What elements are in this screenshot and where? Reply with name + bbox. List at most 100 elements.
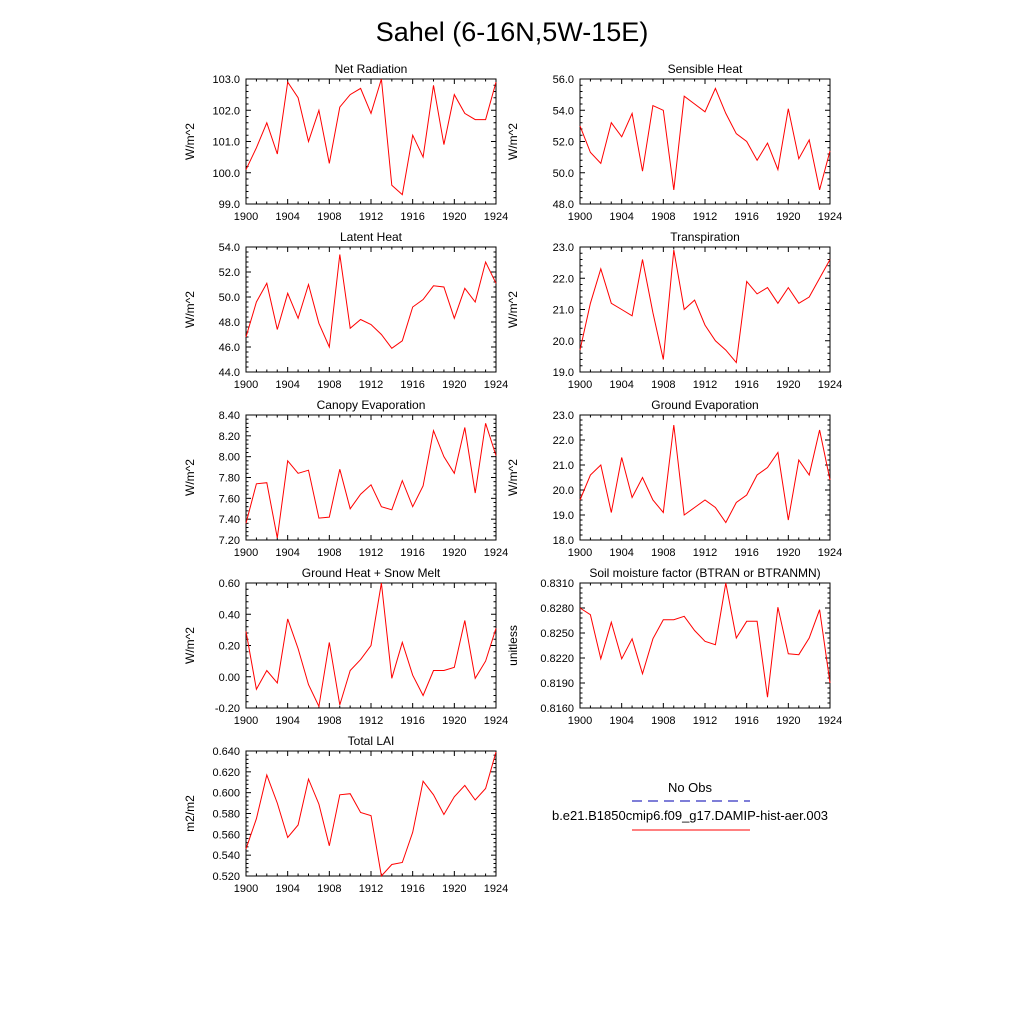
x-tick-label: 1900 — [568, 211, 592, 223]
x-tick-label: 1920 — [776, 715, 800, 727]
y-tick-label: 0.40 — [219, 609, 240, 621]
figure-title: Sahel (6-16N,5W-15E) — [376, 17, 649, 47]
series-line — [245, 751, 497, 878]
y-tick-label: 0.520 — [212, 871, 240, 883]
x-tick-label: 1908 — [317, 547, 341, 559]
legend: No Obs b.e21.B1850cmip6.f09_g17.DAMIP-hi… — [552, 780, 828, 831]
x-tick-label: 1924 — [484, 211, 508, 223]
x-tick-label: 1924 — [484, 715, 508, 727]
y-tick-label: 46.0 — [219, 342, 240, 354]
x-tick-label: 1916 — [400, 547, 424, 559]
y-tick-label: 22.0 — [553, 273, 574, 285]
panel-ground-evaporation: Ground Evaporation W/m^2 1900 1904 1908 1912 1… — [506, 398, 842, 559]
panel-latent-heat: Latent Heat W/m^2 1900 1904 1908 1912 1916 1920… — [183, 230, 508, 391]
y-tick-label: 19.0 — [553, 367, 574, 379]
y-tick-label: 100.0 — [212, 168, 240, 180]
x-tick-label: 1904 — [609, 547, 633, 559]
x-tick-label: 1912 — [693, 379, 717, 391]
y-tick-label: 50.0 — [219, 292, 240, 304]
panel-soil-moisture-factor-btran-or-btranmn: Soil moisture factor (BTRAN or BTRANMN) u… — [506, 566, 842, 727]
plot-frame — [245, 414, 497, 541]
y-axis-label: W/m^2 — [183, 123, 197, 160]
series-line — [245, 582, 497, 709]
y-axis-label: W/m^2 — [506, 291, 520, 328]
x-tick-label: 1924 — [484, 883, 508, 895]
y-tick-label: 8.00 — [219, 452, 240, 464]
x-tick-label: 1904 — [275, 883, 299, 895]
y-tick-label: 0.8280 — [540, 603, 574, 615]
x-tick-label: 1908 — [651, 379, 675, 391]
y-tick-label: 0.8250 — [540, 628, 574, 640]
x-tick-label: 1912 — [693, 715, 717, 727]
y-tick-label: 18.0 — [553, 535, 574, 547]
panel-title: Ground Heat + Snow Melt — [302, 566, 441, 580]
y-tick-label: 99.0 — [219, 199, 240, 211]
x-tick-label: 1908 — [651, 211, 675, 223]
plot-frame — [579, 246, 831, 373]
y-tick-label: 7.80 — [219, 473, 240, 485]
x-tick-label: 1904 — [609, 379, 633, 391]
y-tick-label: 0.600 — [212, 788, 240, 800]
y-tick-label: 44.0 — [219, 367, 240, 379]
x-tick-label: 1916 — [400, 715, 424, 727]
x-tick-label: 1916 — [400, 211, 424, 223]
panel-title: Latent Heat — [340, 230, 403, 244]
y-tick-label: 7.60 — [219, 493, 240, 505]
x-tick-label: 1912 — [693, 211, 717, 223]
x-tick-label: 1908 — [317, 715, 341, 727]
y-tick-label: 50.0 — [553, 168, 574, 180]
x-tick-label: 1920 — [442, 547, 466, 559]
x-tick-label: 1916 — [734, 379, 758, 391]
x-tick-label: 1916 — [400, 883, 424, 895]
x-tick-label: 1900 — [234, 883, 258, 895]
x-tick-label: 1920 — [442, 715, 466, 727]
y-tick-label: 7.20 — [219, 535, 240, 547]
y-tick-label: 48.0 — [219, 317, 240, 329]
x-tick-label: 1924 — [484, 547, 508, 559]
panel-title: Sensible Heat — [668, 62, 743, 76]
y-tick-label: 103.0 — [212, 74, 240, 86]
y-tick-label: 0.580 — [212, 809, 240, 821]
x-tick-label: 1920 — [442, 379, 466, 391]
y-axis-label: unitless — [506, 625, 520, 666]
legend-obs-label: No Obs — [668, 780, 713, 795]
x-tick-label: 1924 — [484, 379, 508, 391]
x-tick-label: 1900 — [234, 715, 258, 727]
y-tick-label: 52.0 — [219, 267, 240, 279]
y-tick-label: 101.0 — [212, 137, 240, 149]
x-tick-label: 1908 — [317, 883, 341, 895]
y-tick-label: 0.640 — [212, 746, 240, 758]
y-tick-label: 102.0 — [212, 105, 240, 117]
x-tick-label: 1916 — [400, 379, 424, 391]
y-tick-label: 20.0 — [553, 485, 574, 497]
y-tick-label: 22.0 — [553, 435, 574, 447]
x-tick-label: 1920 — [776, 547, 800, 559]
x-tick-label: 1924 — [818, 211, 842, 223]
y-tick-label: 0.8220 — [540, 653, 574, 665]
y-axis-label: W/m^2 — [506, 459, 520, 496]
y-tick-label: 0.00 — [219, 672, 240, 684]
plot-frame — [245, 78, 497, 205]
x-tick-label: 1916 — [734, 211, 758, 223]
panel-title: Soil moisture factor (BTRAN or BTRANMN) — [589, 566, 820, 580]
y-axis-label: m2/m2 — [183, 795, 197, 832]
panel-transpiration: Transpiration W/m^2 1900 1904 1908 1912 1916 19… — [506, 230, 842, 391]
x-tick-label: 1920 — [442, 883, 466, 895]
x-tick-label: 1916 — [734, 547, 758, 559]
x-tick-label: 1912 — [359, 547, 383, 559]
series-line — [579, 87, 831, 191]
x-tick-label: 1904 — [275, 379, 299, 391]
x-tick-label: 1920 — [776, 379, 800, 391]
series-line — [245, 254, 497, 349]
y-tick-label: 19.0 — [553, 510, 574, 522]
y-tick-label: 0.620 — [212, 767, 240, 779]
x-tick-label: 1900 — [568, 547, 592, 559]
y-tick-label: 23.0 — [553, 410, 574, 422]
y-tick-label: 8.40 — [219, 410, 240, 422]
y-tick-label: 56.0 — [553, 74, 574, 86]
y-tick-label: 20.0 — [553, 336, 574, 348]
panel-title: Canopy Evaporation — [317, 398, 426, 412]
y-tick-label: 23.0 — [553, 242, 574, 254]
panel-net-radiation: Net Radiation W/m^2 1900 1904 1908 1912 1916 19… — [183, 62, 508, 223]
